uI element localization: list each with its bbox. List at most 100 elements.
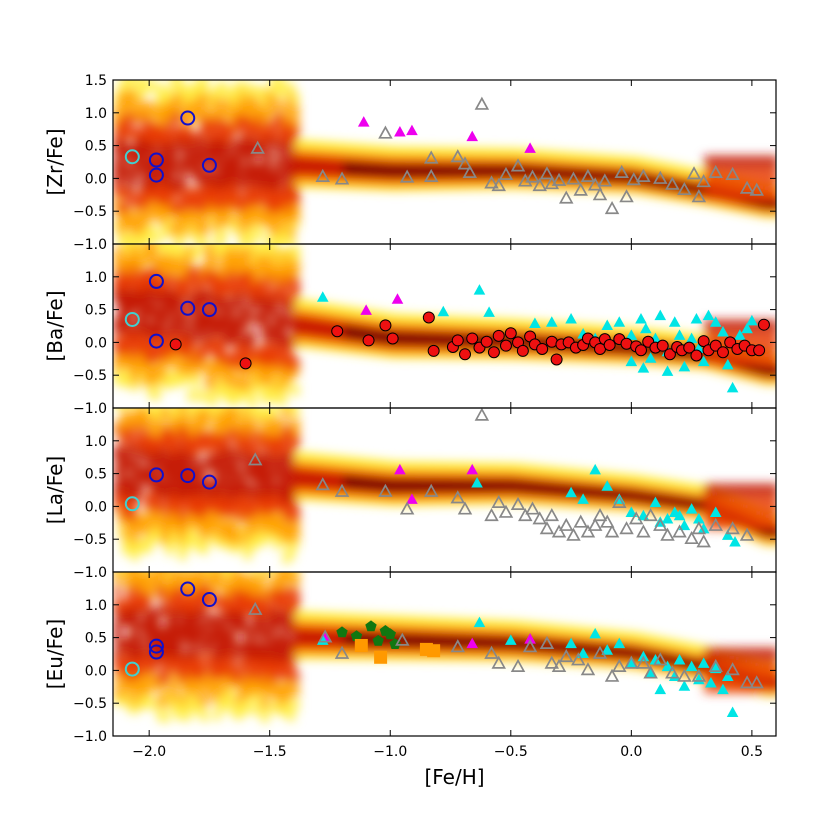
density-cell (264, 164, 274, 177)
density-cell (234, 326, 244, 339)
density-cell (156, 120, 166, 133)
density-cell (130, 379, 140, 392)
density-cell (152, 149, 162, 162)
density-cell (238, 290, 248, 303)
grey-open-triangles-point (334, 171, 350, 185)
density-cell (761, 155, 770, 162)
density-cell (290, 217, 300, 229)
density-cell (186, 156, 196, 169)
density-cell (234, 170, 244, 183)
density-cell (234, 156, 244, 169)
density-cell (751, 188, 760, 195)
density-cell (290, 250, 300, 262)
blue-open-circles-point (148, 152, 164, 168)
density-cell (290, 92, 300, 105)
y-tick-label: 0.0 (85, 171, 107, 187)
density-cell (742, 175, 751, 182)
density-cell (290, 244, 300, 256)
density-cell (225, 370, 235, 383)
cyan-open-circles-point (124, 149, 140, 165)
density-cell (713, 168, 722, 176)
density-cell (277, 171, 287, 184)
density-cell (199, 82, 209, 95)
density-cell (147, 379, 157, 392)
density-cell (173, 294, 183, 307)
density-cell (703, 194, 712, 202)
density-cell (290, 384, 300, 396)
grey-open-triangles-point (636, 168, 651, 182)
density-cell (217, 233, 227, 244)
density-cell (221, 144, 231, 156)
density-cell (182, 150, 192, 163)
density-cell (264, 149, 274, 162)
density-cell (204, 332, 214, 344)
density-cell (732, 162, 741, 169)
density-cell (234, 191, 244, 204)
density-cell (256, 121, 266, 134)
density-cell (208, 371, 218, 384)
density-cell (126, 187, 136, 199)
density-cell (290, 290, 300, 303)
density-cell (713, 194, 722, 202)
density-cell (208, 394, 218, 407)
density-cell (756, 168, 765, 176)
grey-open-triangles-point (614, 164, 629, 179)
density-cell (713, 175, 722, 182)
grey-open-triangles-point (566, 171, 581, 185)
density-cell (269, 391, 279, 404)
density-cell (134, 260, 144, 273)
density-cell (143, 80, 153, 93)
density-cell (212, 149, 222, 162)
density-cell (766, 194, 775, 202)
density-cell (243, 177, 253, 190)
density-cell (178, 171, 188, 184)
density-cell (191, 375, 201, 388)
density-cell (286, 233, 296, 244)
density-cell (282, 194, 292, 207)
density-cell (713, 162, 722, 169)
density-cell (156, 326, 166, 339)
density-cell (277, 100, 287, 113)
density-cell (732, 188, 741, 195)
density-cell (269, 99, 279, 111)
density-cell (766, 168, 775, 176)
density-cell (727, 188, 736, 195)
density-cell (747, 175, 756, 182)
density-cell (277, 322, 287, 335)
density-cell (199, 80, 209, 88)
density-cell (191, 209, 201, 221)
density-cell (143, 101, 153, 113)
density-cell (713, 188, 722, 195)
density-cell (121, 201, 131, 214)
density-cell (121, 119, 131, 132)
grey-open-triangles-point (559, 190, 574, 204)
density-cell (273, 351, 283, 363)
density-cell (173, 111, 183, 124)
density-cell (208, 120, 218, 133)
density-cell (247, 335, 257, 348)
density-cell (221, 150, 231, 163)
density-cell (212, 192, 222, 205)
density-cell (269, 91, 279, 104)
density-cell (147, 335, 157, 348)
grey-open-triangles-point (604, 200, 620, 215)
density-cell (243, 129, 253, 142)
density-cell (251, 271, 261, 284)
y-axis-label: [Zr/Fe] (43, 129, 67, 196)
density-cell (130, 372, 140, 384)
density-cell (282, 144, 292, 157)
density-cell (152, 80, 162, 93)
density-cell (186, 389, 196, 402)
density-cell (134, 244, 144, 247)
density-cell (139, 164, 149, 177)
density-cell (247, 389, 257, 401)
density-cell (212, 128, 222, 141)
density-cell (199, 216, 209, 229)
grey-open-triangles-point (665, 176, 680, 190)
grey-open-triangles-point (551, 172, 567, 186)
magenta-triangles-point (406, 124, 418, 136)
density-cell (243, 224, 253, 237)
density-cell (113, 248, 122, 261)
density-cell (718, 162, 727, 169)
density-cell (152, 388, 162, 401)
